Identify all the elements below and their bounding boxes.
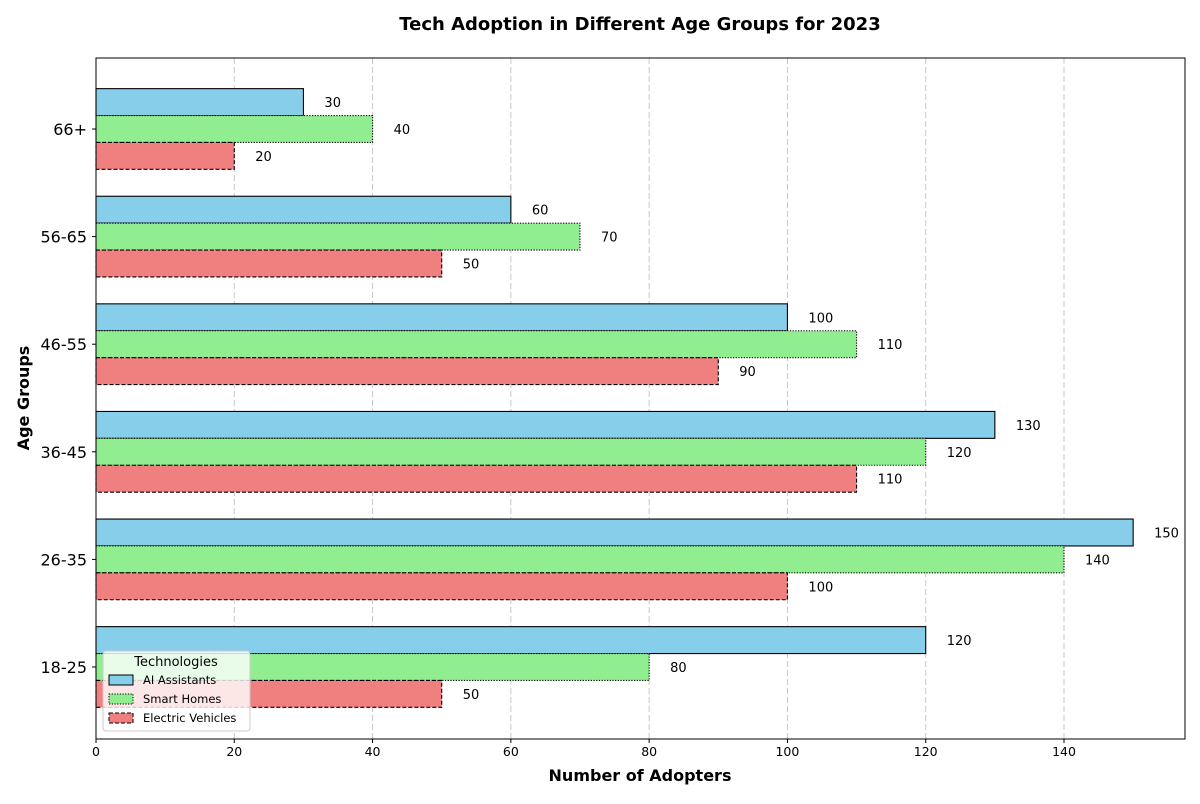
data-label: 110 <box>878 338 903 353</box>
legend-items: AI Assistants Smart Homes Electric Vehicle… <box>108 673 236 725</box>
y-tick-label: 26-35 <box>41 550 88 569</box>
y-tick-label: 56-65 <box>41 228 88 247</box>
data-label: 120 <box>947 634 972 649</box>
data-label: 70 <box>601 231 618 246</box>
legend-box <box>102 650 251 732</box>
legend-swatch <box>108 674 134 686</box>
y-axis-label: Age Groups <box>14 346 33 451</box>
y-tick-label: 66+ <box>53 120 87 139</box>
data-label: 20 <box>255 150 272 165</box>
data-label: 50 <box>463 258 480 273</box>
x-tick-label: 20 <box>226 744 242 759</box>
x-axis-ticks: 0 20 40 60 80 100 120 140 <box>92 739 1076 759</box>
data-labels: 120 150 130 100 60 30 80 140 120 110 70 40 50 100 110 9… <box>255 96 1179 703</box>
data-label: 40 <box>394 123 411 138</box>
data-label: 50 <box>463 688 480 703</box>
data-label: 100 <box>808 580 833 595</box>
plot-frame <box>95 57 1186 740</box>
legend: Technologies AI Assistants Smart Homes Ele… <box>102 650 251 732</box>
data-label: 150 <box>1154 527 1179 542</box>
y-axis-ticks: 18-25 26-35 36-45 46-55 56-65 66+ <box>41 120 96 677</box>
bar <box>95 572 788 601</box>
data-label: 100 <box>808 311 833 326</box>
x-tick-label: 100 <box>775 744 799 759</box>
legend-swatch <box>108 693 134 705</box>
bar <box>95 410 996 439</box>
legend-title: Technologies <box>133 655 218 670</box>
y-tick-label: 46-55 <box>41 335 88 354</box>
bar <box>95 437 927 466</box>
data-label: 80 <box>670 661 687 676</box>
data-label: 130 <box>1016 419 1041 434</box>
chart-title: Tech Adoption in Different Age Groups fo… <box>399 14 880 35</box>
bar <box>95 464 858 493</box>
y-tick-label: 36-45 <box>41 443 88 462</box>
x-tick-label: 0 <box>92 744 100 759</box>
legend-label: AI Assistants <box>143 673 216 687</box>
data-label: 110 <box>878 473 903 488</box>
data-label: 60 <box>532 204 549 219</box>
bar <box>95 249 443 278</box>
y-tick-label: 18-25 <box>41 658 88 677</box>
bar <box>95 545 1065 574</box>
bar <box>95 303 788 332</box>
bar <box>95 357 719 386</box>
bar <box>95 195 512 224</box>
x-axis-label: Number of Adopters <box>549 766 732 785</box>
bar <box>95 222 581 251</box>
x-tick-label: 120 <box>914 744 938 759</box>
bar <box>95 115 374 144</box>
x-tick-label: 140 <box>1052 744 1076 759</box>
legend-label: Electric Vehicles <box>143 711 236 725</box>
bar <box>95 330 858 359</box>
x-tick-label: 80 <box>641 744 657 759</box>
x-tick-label: 60 <box>503 744 519 759</box>
bar <box>95 141 235 170</box>
data-label: 120 <box>947 446 972 461</box>
bar <box>95 518 1134 547</box>
data-label: 90 <box>739 365 756 380</box>
legend-label: Smart Homes <box>143 692 221 706</box>
data-label: 140 <box>1085 553 1110 568</box>
x-tick-label: 40 <box>365 744 381 759</box>
data-label: 30 <box>324 96 341 111</box>
bars <box>95 88 1134 708</box>
bar <box>95 626 927 655</box>
bar <box>95 88 304 117</box>
grid-lines <box>233 58 1065 739</box>
legend-swatch <box>108 712 134 724</box>
